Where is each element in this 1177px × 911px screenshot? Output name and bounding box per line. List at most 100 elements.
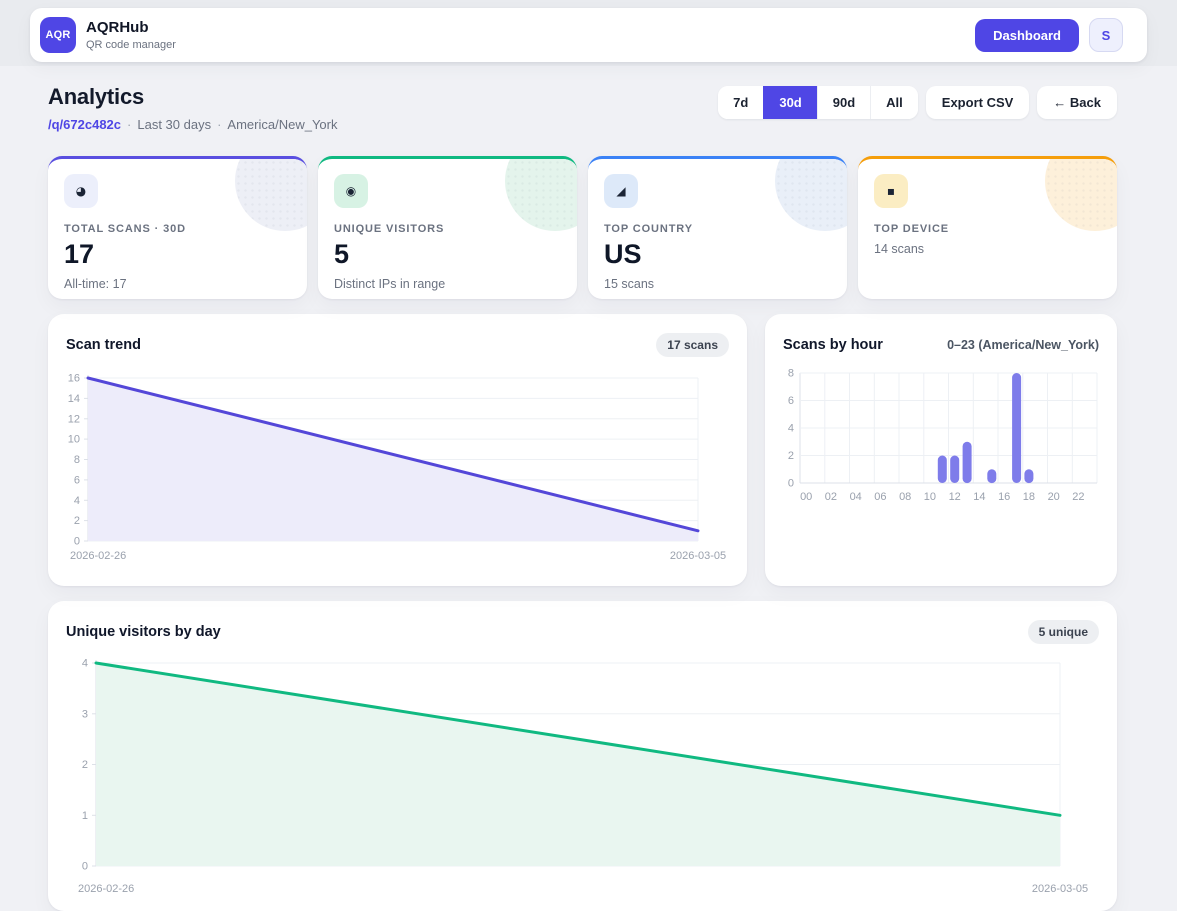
stat-subtext: 15 scans (604, 276, 655, 291)
unique-visitors-icon: ◉ (334, 174, 368, 208)
stat-subtext: Distinct IPs in range (334, 276, 446, 291)
svg-text:4: 4 (82, 658, 88, 670)
svg-text:2026-02-26: 2026-02-26 (70, 550, 126, 562)
stat-card-top-device: ▪ TOP DEVICE 14 scans (858, 156, 1117, 299)
brand-title: AQRHub (86, 19, 149, 37)
svg-text:20: 20 (1048, 491, 1060, 503)
svg-text:2026-03-05: 2026-03-05 (670, 550, 726, 562)
svg-text:6: 6 (788, 395, 794, 407)
scan-trend-card: Scan trend 17 scans 0 2 4 6 8 10 12 14 16 2026-02… (48, 314, 747, 586)
svg-text:14: 14 (973, 491, 985, 503)
svg-text:0: 0 (788, 478, 794, 490)
svg-text:00: 00 (800, 491, 812, 503)
svg-text:4: 4 (74, 495, 80, 507)
scan-count-badge: 17 scans (656, 333, 729, 357)
avatar[interactable]: S (1089, 18, 1123, 52)
stat-label: TOP COUNTRY (604, 223, 693, 235)
stat-value: US (604, 239, 642, 269)
card-header: Scan trend 17 scans (66, 332, 729, 358)
svg-text:08: 08 (899, 491, 911, 503)
stat-value: 17 (64, 239, 95, 269)
scan-trend-chart: 0 2 4 6 8 10 12 14 16 2026-02-26 2026-03-05 (68, 373, 726, 563)
timezone-note: America/New_York (227, 117, 338, 132)
total-scans-icon: ◕ (64, 174, 98, 208)
toolbar: 7d 30d 90d All Export CSV ← Back (718, 86, 1117, 119)
unique-visitors-title: Unique visitors by day (66, 624, 221, 640)
title-row: Analytics /q/672c482c · Last 30 days · Ameri… (48, 84, 1117, 132)
brand-logo: AQR (40, 17, 76, 53)
stat-card-unique-visitors: ◉ UNIQUE VISITORS 5 Distinct IPs in rang… (318, 156, 577, 299)
scans-by-hour-title: Scans by hour (783, 337, 883, 353)
svg-text:0: 0 (82, 861, 88, 873)
svg-text:2: 2 (788, 450, 794, 462)
back-button[interactable]: ← Back (1037, 86, 1117, 119)
chart-wrap: 0 2 4 6 8 00 02 04 06 08 10 12 14 16 18 20 22 (783, 366, 1099, 521)
svg-text:10: 10 (68, 434, 80, 446)
top-country-icon: ◢ (604, 174, 638, 208)
title-block: Analytics /q/672c482c · Last 30 days · Ameri… (48, 84, 337, 132)
range-button-30d[interactable]: 30d (763, 86, 817, 119)
scan-trend-title: Scan trend (66, 337, 141, 353)
header-actions: Dashboard S (975, 18, 1123, 52)
svg-text:04: 04 (850, 491, 862, 503)
stat-cards: ◕ TOTAL SCANS · 30D 17 All-time: 17 ◉ UN… (48, 156, 1117, 299)
card-header: Scans by hour 0–23 (America/New_York) (783, 332, 1099, 358)
brand: AQRHub QR code manager (86, 19, 176, 50)
card-header: Unique visitors by day 5 unique (66, 619, 1099, 645)
app-header: AQR AQRHub QR code manager Dashboard S (30, 8, 1147, 62)
svg-text:16: 16 (68, 373, 80, 385)
dashboard-button[interactable]: Dashboard (975, 18, 1079, 52)
charts-row: Scan trend 17 scans 0 2 4 6 8 10 12 14 16 2026-02… (48, 314, 1117, 586)
svg-text:10: 10 (924, 491, 936, 503)
svg-text:06: 06 (874, 491, 886, 503)
range-button-7d[interactable]: 7d (718, 86, 764, 119)
breadcrumb: /q/672c482c · Last 30 days · America/New_Yor… (48, 117, 337, 132)
svg-text:12: 12 (68, 413, 80, 425)
svg-text:14: 14 (68, 393, 80, 405)
export-csv-button[interactable]: Export CSV (925, 86, 1030, 119)
top-device-icon: ▪ (874, 174, 908, 208)
svg-text:8: 8 (74, 454, 80, 466)
stat-label: UNIQUE VISITORS (334, 223, 445, 235)
qr-path-link[interactable]: /q/672c482c (48, 117, 122, 132)
svg-text:1: 1 (82, 810, 88, 822)
range-note: Last 30 days (137, 117, 212, 132)
svg-text:4: 4 (788, 423, 794, 435)
breadcrumb-dot: · (127, 117, 132, 132)
range-button-90d[interactable]: 90d (816, 86, 871, 119)
breadcrumb-dot: · (217, 117, 222, 132)
svg-text:12: 12 (949, 491, 961, 503)
svg-text:22: 22 (1072, 491, 1084, 503)
range-button-all[interactable]: All (870, 86, 918, 119)
corner-decoration (1045, 159, 1117, 231)
page-title: Analytics (48, 84, 145, 109)
brand-subtitle: QR code manager (86, 38, 176, 51)
svg-text:16: 16 (998, 491, 1010, 503)
stat-label: TOTAL SCANS · 30D (64, 223, 186, 235)
stat-card-top-country: ◢ TOP COUNTRY US 15 scans (588, 156, 847, 299)
corner-decoration (235, 159, 307, 231)
stat-card-total-scans: ◕ TOTAL SCANS · 30D 17 All-time: 17 (48, 156, 307, 299)
svg-text:2: 2 (82, 759, 88, 771)
stat-label: TOP DEVICE (874, 223, 950, 235)
svg-text:0: 0 (74, 536, 80, 548)
svg-text:2: 2 (74, 515, 80, 527)
stat-subtext: All-time: 17 (64, 276, 127, 291)
chart-wrap: 0 2 4 6 8 10 12 14 16 2026-02-26 2026-03-05 (66, 366, 729, 571)
unique-count-badge: 5 unique (1027, 620, 1099, 644)
unique-visitors-card: Unique visitors by day 5 unique 0 1 2 3 4 202… (48, 601, 1117, 911)
svg-text:18: 18 (1023, 491, 1035, 503)
hour-range-note: 0–23 (America/New_York) (947, 338, 1099, 352)
range-toggle: 7d 30d 90d All (718, 86, 918, 119)
stat-subtext: 14 scans (874, 242, 925, 256)
main-content: Analytics /q/672c482c · Last 30 days · Ameri… (48, 84, 1117, 911)
chart-wrap: 0 1 2 3 4 2026-02-26 2026-03-05 (66, 653, 1099, 904)
svg-text:3: 3 (82, 708, 88, 720)
svg-text:02: 02 (825, 491, 837, 503)
svg-text:8: 8 (788, 368, 794, 380)
stat-value: 5 (334, 239, 350, 269)
corner-decoration (505, 159, 577, 231)
